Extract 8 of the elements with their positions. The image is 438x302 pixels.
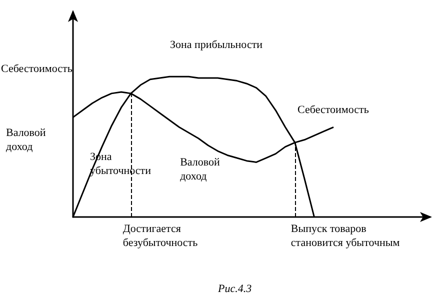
text: Валовой доход (6, 127, 46, 153)
annotation: Валовой доход (180, 156, 220, 182)
text: Выпуск товаров становится убыточным (290, 223, 400, 249)
series-label: Себестоимость (298, 104, 369, 116)
y-axis-title: Себестоимость (1, 63, 72, 75)
text: Достигается безубыточность (122, 223, 198, 249)
text: Рис.4.3 (217, 283, 252, 295)
text: Зона прибыльности (170, 39, 263, 51)
